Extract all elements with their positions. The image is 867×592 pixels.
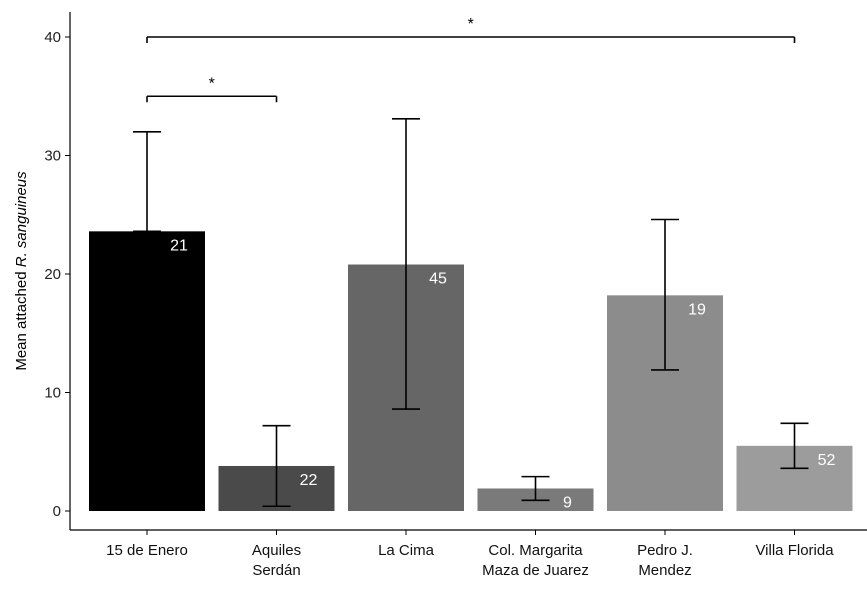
- y-axis-title-species: R. sanguineus: [13, 171, 30, 267]
- y-tick-label: 10: [44, 385, 61, 402]
- y-axis-title-prefix: Mean attached: [13, 267, 30, 370]
- error-bars: [133, 117, 809, 508]
- x-tick-label: Serdán: [252, 562, 300, 579]
- significance-brackets: **: [146, 16, 796, 103]
- y-tick-label: 40: [44, 29, 61, 46]
- bar-value-label: 9: [563, 494, 572, 511]
- x-tick-label: Col. Margarita: [488, 542, 583, 559]
- bar: [89, 231, 205, 511]
- x-tick-label: Aquiles: [252, 542, 301, 559]
- bar-value-label: 19: [688, 301, 706, 318]
- significance-label: *: [468, 16, 474, 33]
- x-tick-label: Maza de Juarez: [482, 562, 589, 579]
- bar-value-label: 21: [170, 237, 188, 254]
- x-tick-label: Pedro J.: [637, 542, 693, 559]
- x-tick-label: 15 de Enero: [106, 542, 188, 559]
- y-tick-label: 0: [53, 503, 61, 520]
- bar-value-label: 22: [300, 472, 318, 489]
- y-tick-label: 30: [44, 148, 61, 165]
- labels: 21 15 de Enero 22 Aquiles Serdán 45 La Cima 9 Co…: [106, 237, 835, 579]
- x-tick-label: La Cima: [378, 542, 435, 559]
- bar-value-label: 52: [818, 452, 836, 469]
- bars: [89, 231, 853, 511]
- bar-value-label: 45: [429, 271, 447, 288]
- x-tick-label: Villa Florida: [755, 542, 834, 559]
- axes: 0 10 20 30 40 Mean attached R. sanguineus: [13, 12, 867, 535]
- x-tick-label: Mendez: [638, 562, 691, 579]
- y-tick-label: 20: [44, 266, 61, 283]
- y-axis-title: Mean attached R. sanguineus: [13, 171, 30, 371]
- significance-label: *: [209, 75, 215, 92]
